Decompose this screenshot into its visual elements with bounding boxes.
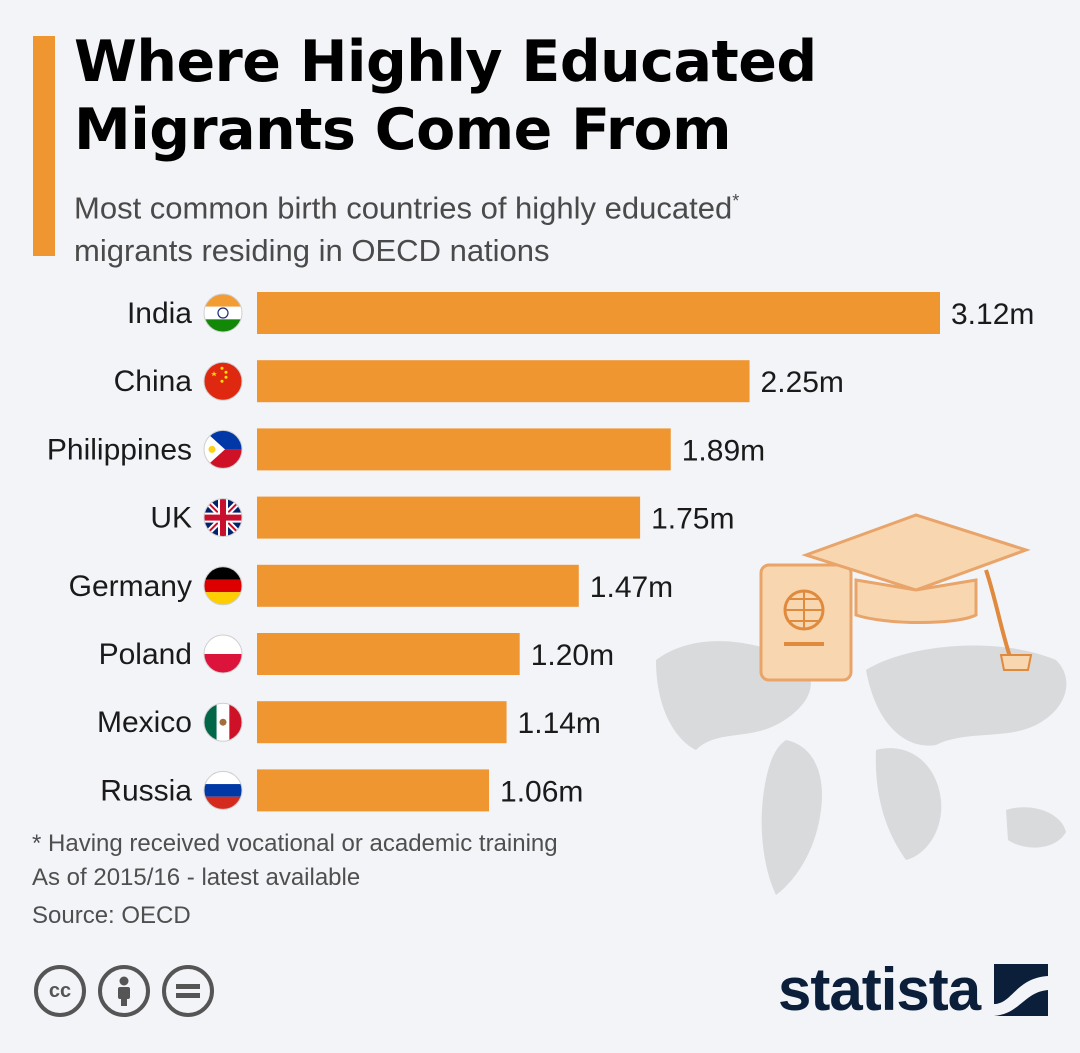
footnote-definition: * Having received vocational or academic… [32, 830, 558, 857]
subtitle-line-1: Most common birth countries of highly ed… [74, 190, 733, 226]
bar [257, 428, 671, 471]
india-flag-icon [203, 293, 243, 333]
value-label: 1.89m [682, 434, 765, 467]
bar-chart: India 3.12m China 2.25m Philippines 1.89m UK 1.… [47, 292, 1034, 812]
category-label: Poland [99, 638, 192, 671]
title-line-2: Migrants Come From [74, 97, 732, 163]
footnote-date: As of 2015/16 - latest available [32, 864, 361, 891]
subtitle-line-2: migrants residing in OECD nations [74, 233, 550, 269]
passport-icon [759, 563, 853, 682]
category-label: Russia [100, 774, 192, 807]
value-label: 3.12m [951, 298, 1034, 331]
attribution-icon[interactable] [98, 965, 150, 1017]
chart-subtitle: Most common birth countries of highly ed… [74, 180, 1034, 272]
category-label: China [114, 365, 193, 398]
value-label: 1.20m [531, 639, 614, 672]
bar [257, 564, 579, 607]
value-label: 1.47m [590, 571, 673, 604]
statista-wordmark: statista [778, 956, 981, 1023]
russia-flag-icon [203, 770, 243, 810]
graduation-cap-icon [801, 513, 1033, 671]
category-label: UK [150, 502, 192, 535]
value-label: 1.75m [651, 503, 734, 536]
bar [257, 496, 641, 539]
germany-flag-icon [203, 566, 243, 606]
bar [257, 360, 750, 403]
value-label: 1.14m [518, 707, 601, 740]
value-label: 1.06m [500, 775, 583, 808]
world-map-icon [656, 513, 1067, 895]
philippines-flag-icon [203, 429, 243, 469]
statista-logo-icon [994, 963, 1049, 1016]
category-label: India [127, 297, 192, 330]
title-line-1: Where Highly Educated [74, 29, 817, 95]
uk-flag-icon [203, 498, 243, 538]
statista-brand[interactable]: statista [778, 955, 1049, 1024]
bar [257, 701, 507, 744]
subtitle-asterisk: * [732, 191, 740, 211]
cc-icon[interactable]: cc [34, 965, 86, 1017]
chart-title: Where Highly Educated Migrants Come From [74, 28, 1034, 164]
value-label: 2.25m [761, 366, 844, 399]
license-icons: cc [34, 965, 214, 1017]
source-note: Source: OECD [32, 902, 191, 929]
category-label: Mexico [97, 706, 192, 739]
mexico-flag-icon [203, 702, 243, 742]
china-flag-icon [203, 361, 243, 401]
category-label: Germany [69, 570, 192, 603]
category-label: Philippines [47, 433, 192, 466]
bar [257, 769, 490, 812]
no-derivatives-icon[interactable] [162, 965, 214, 1017]
poland-flag-icon [203, 634, 243, 674]
bar [257, 292, 940, 334]
bar [257, 633, 520, 675]
title-accent-bar [33, 36, 55, 256]
